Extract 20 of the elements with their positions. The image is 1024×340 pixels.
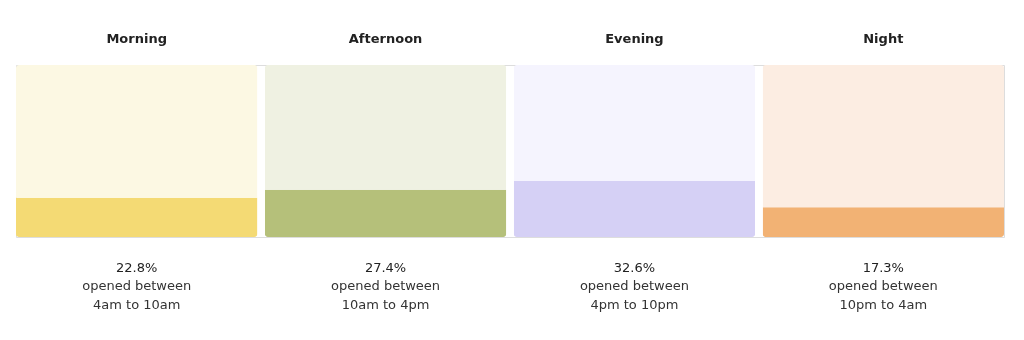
- data-label: 27.4%: [364, 260, 407, 275]
- bar: [264, 189, 507, 237]
- x-tick-label: Afternoon: [348, 30, 423, 46]
- x-tick-label: Morning: [106, 30, 167, 46]
- data-label: 17.3%: [862, 260, 904, 275]
- bar: [513, 180, 756, 237]
- bar: [16, 65, 258, 198]
- text: opened between 4am to 10am: [82, 278, 192, 312]
- bar: [762, 65, 1004, 208]
- bar: [762, 207, 1004, 237]
- bar: [513, 65, 756, 181]
- text: opened between 10am to 4pm: [331, 278, 441, 312]
- x-tick-label: Night: [863, 30, 904, 46]
- bar: [16, 197, 258, 237]
- x-tick-label: Evening: [605, 30, 664, 46]
- data-label: 32.6%: [613, 260, 656, 275]
- bar: [264, 65, 507, 190]
- text: opened between 10pm to 4am: [828, 278, 938, 312]
- data-label: 22.8%: [116, 260, 158, 275]
- text: opened between 4pm to 10pm: [579, 278, 689, 312]
